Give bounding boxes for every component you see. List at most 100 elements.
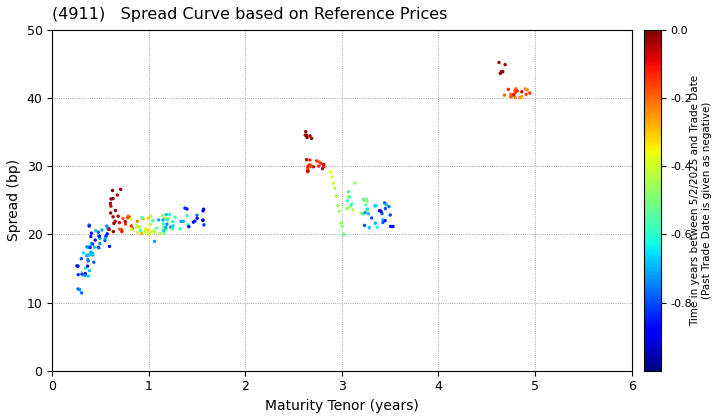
Point [103, 225, 114, 232]
Point [94, 240, 106, 247]
Point [109, 218, 121, 225]
Point [83, 244, 94, 251]
Point [304, 157, 315, 163]
Point [99, 237, 111, 244]
Point [94, 233, 105, 240]
Point [516, 93, 528, 100]
Point [167, 223, 179, 229]
Point [107, 228, 119, 235]
Point [343, 188, 354, 195]
Point [313, 159, 325, 165]
Point [505, 91, 516, 97]
Point [369, 202, 381, 209]
Point [165, 224, 176, 231]
Point [372, 224, 383, 231]
Point [104, 243, 115, 250]
Point [136, 214, 148, 221]
Point [198, 221, 210, 228]
Point [188, 219, 199, 226]
Point [93, 233, 104, 239]
Point [336, 223, 348, 230]
Point [79, 272, 91, 279]
Point [84, 244, 96, 250]
Point [192, 215, 203, 222]
Point [89, 244, 100, 251]
Point [326, 173, 338, 180]
Point [162, 215, 174, 222]
Point [328, 180, 339, 186]
Point [93, 244, 104, 251]
Point [524, 89, 536, 96]
Point [358, 196, 369, 202]
Point [136, 215, 148, 221]
Point [127, 225, 138, 232]
Point [76, 255, 87, 262]
Point [167, 218, 179, 225]
Point [387, 223, 399, 230]
Point [102, 231, 113, 237]
Point [370, 202, 382, 209]
Point [148, 217, 159, 224]
Point [132, 218, 143, 225]
Point [142, 231, 153, 238]
Point [86, 250, 98, 257]
Point [305, 133, 316, 139]
Point [81, 252, 93, 258]
Point [71, 262, 83, 269]
Point [300, 132, 311, 139]
Point [77, 272, 89, 278]
Point [135, 227, 146, 234]
Point [514, 94, 526, 101]
Point [311, 158, 323, 164]
Point [133, 223, 145, 230]
Point [135, 230, 147, 237]
Point [361, 196, 372, 203]
Point [161, 217, 173, 223]
Point [301, 156, 312, 163]
Point [511, 88, 523, 94]
Point [158, 224, 169, 231]
Point [161, 221, 173, 228]
Point [384, 212, 396, 218]
Point [358, 197, 369, 204]
Point [123, 214, 135, 220]
Point [318, 161, 330, 168]
Point [497, 68, 508, 75]
Point [381, 202, 392, 208]
Point [143, 215, 154, 221]
Point [149, 238, 161, 245]
Point [495, 70, 506, 77]
Point [88, 259, 99, 265]
Point [145, 213, 156, 220]
Point [499, 92, 510, 98]
Point [383, 203, 395, 210]
Point [341, 205, 353, 212]
Point [151, 225, 163, 231]
Point [385, 223, 397, 230]
Point [520, 86, 531, 92]
Point [181, 205, 193, 212]
Point [377, 210, 388, 217]
Point [143, 227, 154, 234]
Point [505, 93, 517, 100]
Point [301, 132, 312, 139]
Y-axis label: Time in years between 5/2/2025 and Trade Date
(Past Trade Date is given as negat: Time in years between 5/2/2025 and Trade… [690, 75, 711, 326]
Point [86, 230, 97, 236]
Point [105, 196, 117, 202]
Point [83, 273, 94, 279]
Point [131, 229, 143, 236]
Point [163, 211, 175, 218]
Point [112, 213, 124, 220]
Point [158, 228, 169, 234]
Point [100, 233, 112, 239]
Point [120, 220, 131, 227]
Point [74, 286, 86, 293]
Point [508, 91, 519, 97]
Point [325, 169, 336, 176]
Point [105, 203, 117, 210]
Point [361, 198, 373, 205]
Point [510, 89, 521, 96]
Point [86, 240, 97, 247]
Point [87, 252, 99, 258]
Point [361, 207, 373, 214]
